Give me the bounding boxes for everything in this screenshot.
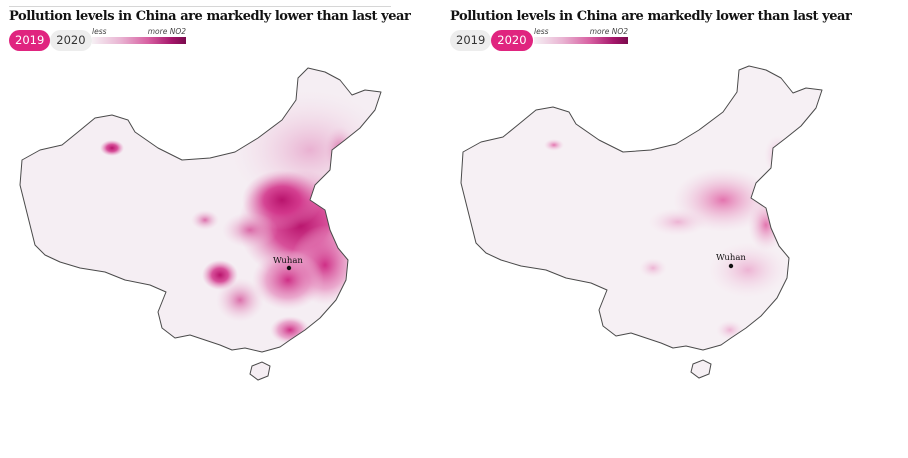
hainan-island (690, 359, 712, 379)
city-marker-icon (286, 265, 292, 271)
legend-less-label: less (92, 27, 107, 36)
legend-gradient-bar (534, 37, 628, 44)
hainan-island (249, 361, 271, 381)
no2-legend: less more NO2 (534, 27, 628, 47)
city-marker-icon (728, 263, 734, 269)
china-border (460, 65, 823, 351)
year-toggle: 2019 2020 (450, 30, 533, 51)
chart-title: Pollution levels in China are markedly l… (9, 9, 411, 24)
legend-gradient-bar (92, 37, 186, 44)
china-no2-map-2019: Wuhan (19, 67, 382, 381)
legend-more-label: more NO2 (147, 27, 186, 36)
chart-title: Pollution levels in China are markedly l… (450, 9, 852, 24)
toggle-2020-button[interactable]: 2020 (491, 30, 533, 51)
top-rule (9, 6, 391, 7)
panel-2020: Pollution levels in China are markedly l… (448, 0, 896, 458)
city-label-wuhan: Wuhan (716, 253, 746, 263)
legend-less-label: less (534, 27, 549, 36)
toggle-2020-button[interactable]: 2020 (50, 30, 92, 51)
toggle-2019-button[interactable]: 2019 (450, 30, 492, 51)
toggle-2019-button[interactable]: 2019 (9, 30, 51, 51)
panel-2019: Pollution levels in China are markedly l… (0, 0, 448, 458)
china-no2-map-2020: Wuhan (460, 65, 823, 379)
no2-legend: less more NO2 (92, 27, 186, 47)
legend-more-label: more NO2 (589, 27, 628, 36)
city-label-wuhan: Wuhan (273, 256, 303, 266)
china-border (19, 67, 382, 353)
year-toggle: 2019 2020 (9, 30, 92, 51)
